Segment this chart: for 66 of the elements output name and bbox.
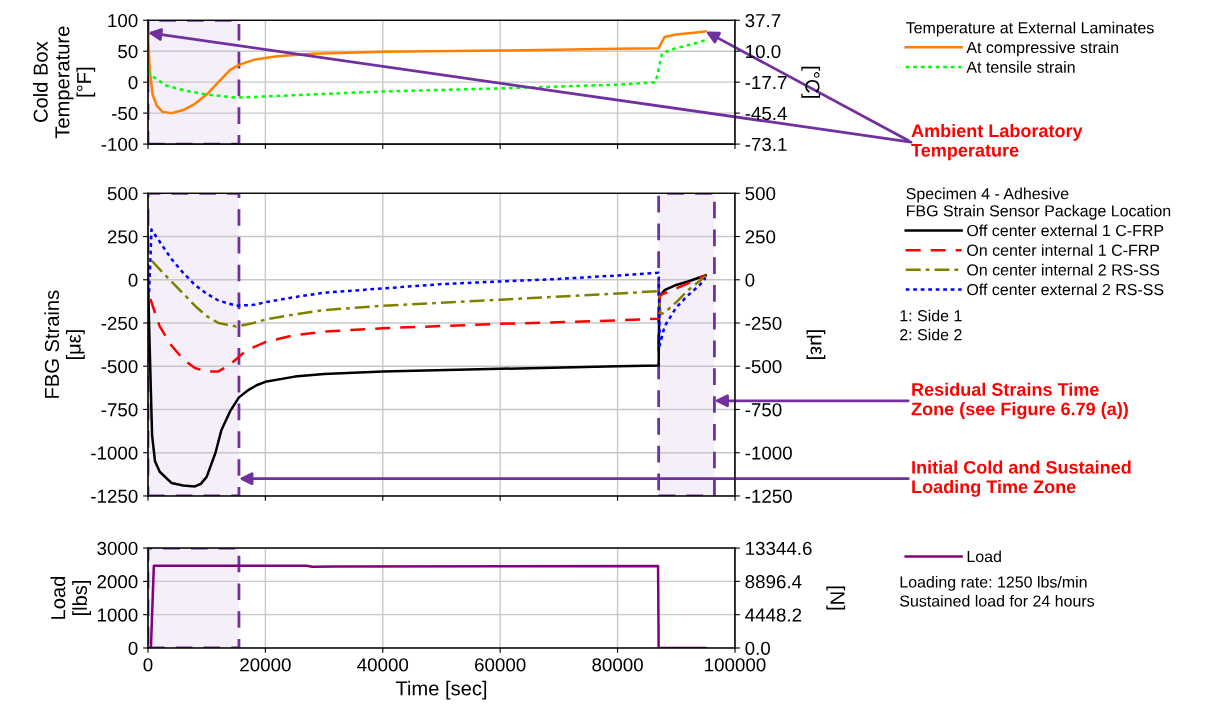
line-series bbox=[149, 274, 707, 373]
x-tick-label: 20000 bbox=[240, 658, 291, 672]
y-tick-label: -100 bbox=[101, 137, 138, 152]
y-tick-label: 0 bbox=[128, 75, 138, 90]
legend-label: Off center external 1 C-FRP bbox=[967, 224, 1164, 237]
y-tick-label: 3000 bbox=[97, 541, 138, 556]
line-series bbox=[147, 228, 707, 347]
y-tick-label: 1000 bbox=[97, 608, 138, 622]
y-tick-label: -250 bbox=[101, 316, 138, 330]
y2-tick-label: -750 bbox=[745, 403, 782, 417]
y2-tick-label: -1250 bbox=[745, 489, 792, 503]
y2-tick-label: 250 bbox=[745, 230, 776, 244]
y-tick-label: 250 bbox=[107, 230, 138, 244]
text: Sustained load for 24 hours bbox=[900, 594, 1095, 607]
legend-title: Temperature at External Laminates bbox=[906, 21, 1154, 37]
y2-tick-label: -73.1 bbox=[745, 137, 787, 152]
y2-tick-label: 13344.6 bbox=[746, 541, 812, 556]
y2-tick-label: 500 bbox=[745, 187, 776, 201]
x-tick-label: 0 bbox=[143, 658, 153, 672]
y2-tick-label: 10.0 bbox=[746, 44, 781, 59]
text: Loading rate: 1250 lbs/min bbox=[900, 575, 1087, 591]
y2-tick-label: -250 bbox=[745, 316, 782, 330]
y2-tick-label: -500 bbox=[745, 359, 782, 374]
y-tick-label: -1250 bbox=[91, 489, 138, 503]
y2-axis-title: [°C] bbox=[801, 66, 821, 98]
x-tick-label: 40000 bbox=[357, 658, 409, 672]
y-tick-label: 500 bbox=[107, 187, 138, 201]
y2-axis-title: [με] bbox=[806, 330, 826, 360]
legend-label: At tensile strain bbox=[966, 61, 1075, 73]
x-tick-label: 80000 bbox=[592, 658, 643, 672]
y2-tick-label: -1000 bbox=[745, 446, 792, 460]
y2-tick-label: 0.0 bbox=[745, 641, 771, 655]
text: 2: Side 2 bbox=[900, 328, 962, 341]
x-tick-label: 60000 bbox=[475, 658, 526, 672]
x-tick-label: 100000 bbox=[705, 658, 766, 672]
annotation: Ambient Laboratory Temperature bbox=[911, 123, 1083, 161]
legend-label: Off center external 2 RS-SS bbox=[967, 283, 1164, 296]
y-tick-label: 0 bbox=[128, 641, 138, 655]
y2-tick-label: 4448.2 bbox=[745, 608, 802, 622]
y2-tick-label: -45.4 bbox=[745, 107, 787, 121]
y-tick-label: -500 bbox=[101, 359, 138, 374]
text: 1: Side 1 bbox=[900, 309, 962, 322]
legend-label: Load bbox=[967, 550, 1001, 563]
y-axis-title: Cold Box Temperature [°F] bbox=[33, 26, 96, 139]
y2-tick-label: 8896.4 bbox=[745, 575, 802, 589]
legend-label: On center internal 1 C-FRP bbox=[967, 244, 1160, 256]
annotation: Initial Cold and Sustained Loading Time Zone bbox=[912, 460, 1131, 497]
x-axis-title: Time [sec] bbox=[395, 680, 487, 700]
y2-tick-label: -17.7 bbox=[745, 76, 787, 89]
y2-tick-label: 37.7 bbox=[745, 13, 781, 28]
legend-label: At compressive strain bbox=[966, 41, 1119, 57]
y-tick-label: 50 bbox=[118, 44, 138, 59]
y-tick-label: -750 bbox=[101, 403, 138, 417]
y-tick-label: 0 bbox=[128, 273, 138, 287]
y-tick-label: 100 bbox=[108, 13, 138, 28]
y-axis-title: Load [lbs] bbox=[50, 576, 91, 619]
annotation: Residual Strains Time Zone (see Figure 6.79 (a)) bbox=[911, 382, 1128, 420]
y-tick-label: -50 bbox=[111, 106, 138, 121]
legend-label: On center internal 2 RS-SS bbox=[967, 263, 1160, 276]
legend-title: Specimen 4 - Adhesive FBG Strain Sensor Package Location bbox=[906, 187, 1171, 220]
y-tick-label: -1000 bbox=[91, 446, 138, 460]
y2-axis-title: [N] bbox=[826, 586, 846, 610]
y2-tick-label: 0 bbox=[745, 273, 755, 287]
y-tick-label: 2000 bbox=[97, 575, 138, 589]
y-axis-title: FBG Strains [με] bbox=[44, 290, 85, 398]
line-series bbox=[150, 259, 707, 328]
